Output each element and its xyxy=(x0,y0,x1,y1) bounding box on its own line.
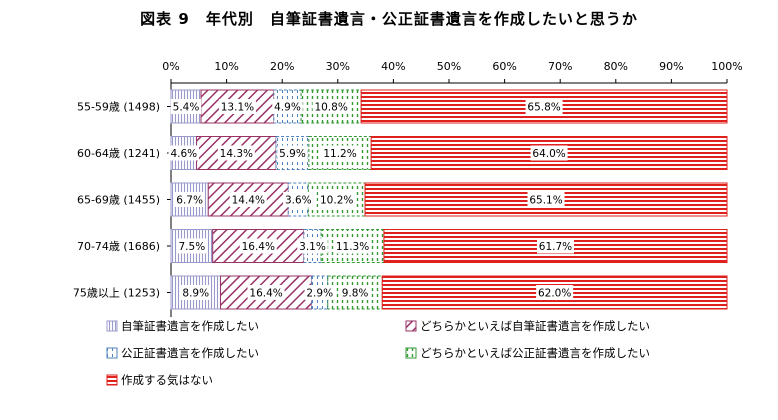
data-label-bg xyxy=(525,99,563,114)
data-label: 8.9% xyxy=(182,288,209,300)
data-label: 65.8% xyxy=(527,102,560,114)
data-label-bg xyxy=(318,192,356,207)
data-label: 6.7% xyxy=(176,195,203,207)
data-label-bg xyxy=(304,285,335,300)
legend-label: どちらかといえば自筆証書遺言を作成したい xyxy=(420,319,650,333)
data-label-bg xyxy=(180,285,211,300)
data-label-bg xyxy=(277,145,308,161)
data-label: 4.9% xyxy=(274,102,301,114)
x-tick-label: 40% xyxy=(381,60,405,73)
legend-label: どちらかといえば公正証書遺言を作成したい xyxy=(420,346,650,360)
data-label: 10.2% xyxy=(320,195,353,207)
data-label: 14.4% xyxy=(232,195,265,207)
x-tick-label: 10% xyxy=(214,60,238,73)
data-label-bg xyxy=(170,99,202,114)
category-label: 75歳以上 (1253) xyxy=(73,287,160,300)
legend-label: 公正証書遺言を作成したい xyxy=(121,346,259,360)
category-label: 65-69歳 (1455) xyxy=(77,194,160,207)
data-label-bg xyxy=(527,192,565,207)
x-tick-label: 100% xyxy=(711,60,742,73)
data-label: 10.8% xyxy=(314,102,347,114)
legend-label: 作成する気はない xyxy=(121,373,213,387)
data-label: 65.1% xyxy=(529,195,562,207)
data-label-bg xyxy=(536,285,574,300)
data-label: 4.6% xyxy=(170,148,197,160)
data-label: 16.4% xyxy=(242,241,275,253)
data-label: 3.1% xyxy=(299,241,326,253)
data-label-bg xyxy=(321,145,359,161)
data-label-bg xyxy=(174,192,205,207)
data-label: 16.4% xyxy=(249,288,282,300)
legend-swatch xyxy=(405,347,417,359)
data-label-bg xyxy=(218,99,256,114)
data-label: 5.4% xyxy=(173,102,200,114)
legend-swatch xyxy=(106,320,118,332)
bar-segment xyxy=(207,182,289,217)
data-label: 62.0% xyxy=(538,288,571,300)
data-label-bg xyxy=(217,145,255,161)
data-label: 11.2% xyxy=(323,148,356,160)
legend-swatch xyxy=(405,320,417,332)
category-label: 60-64歳 (1241) xyxy=(77,147,160,160)
data-label: 61.7% xyxy=(539,241,572,253)
data-label-bg xyxy=(168,145,199,161)
x-tick-label: 30% xyxy=(326,60,350,73)
x-tick-label: 60% xyxy=(492,60,516,73)
data-label-bg xyxy=(334,238,372,254)
x-tick-label: 90% xyxy=(659,60,683,73)
data-label: 64.0% xyxy=(532,148,565,160)
x-tick-label: 80% xyxy=(604,60,628,73)
data-label-bg xyxy=(312,99,350,114)
data-label: 5.9% xyxy=(279,148,306,160)
data-label-bg xyxy=(297,238,328,254)
x-tick-label: 0% xyxy=(162,60,179,73)
data-label-bg xyxy=(530,145,568,161)
category-label: 55-59歳 (1498) xyxy=(77,101,160,114)
data-label: 7.5% xyxy=(179,241,206,253)
data-label: 11.3% xyxy=(336,241,369,253)
data-label: 13.1% xyxy=(221,102,254,114)
data-label-bg xyxy=(536,238,574,254)
legend-label: 自筆証書遺言を作成したい xyxy=(121,319,259,333)
data-label-bg xyxy=(339,285,371,300)
chart-title: 図表 9 年代別 自筆証書遺言・公正証書遺言を作成したいと思うか xyxy=(140,10,638,28)
data-label-bg xyxy=(176,238,208,254)
data-label: 3.6% xyxy=(285,195,312,207)
data-label-bg xyxy=(229,192,267,207)
legend-swatch xyxy=(106,347,118,359)
data-label: 2.9% xyxy=(306,288,333,300)
x-tick-label: 50% xyxy=(437,60,461,73)
category-label: 70-74歳 (1686) xyxy=(77,240,160,253)
x-tick-label: 20% xyxy=(270,60,294,73)
data-label-bg xyxy=(247,285,285,300)
data-label-bg xyxy=(239,238,277,254)
data-label: 9.8% xyxy=(342,288,369,300)
legend-swatch xyxy=(106,374,118,386)
data-label-bg xyxy=(283,192,314,207)
data-label-bg xyxy=(272,99,303,114)
x-tick-label: 70% xyxy=(548,60,572,73)
data-label: 14.3% xyxy=(220,148,253,160)
